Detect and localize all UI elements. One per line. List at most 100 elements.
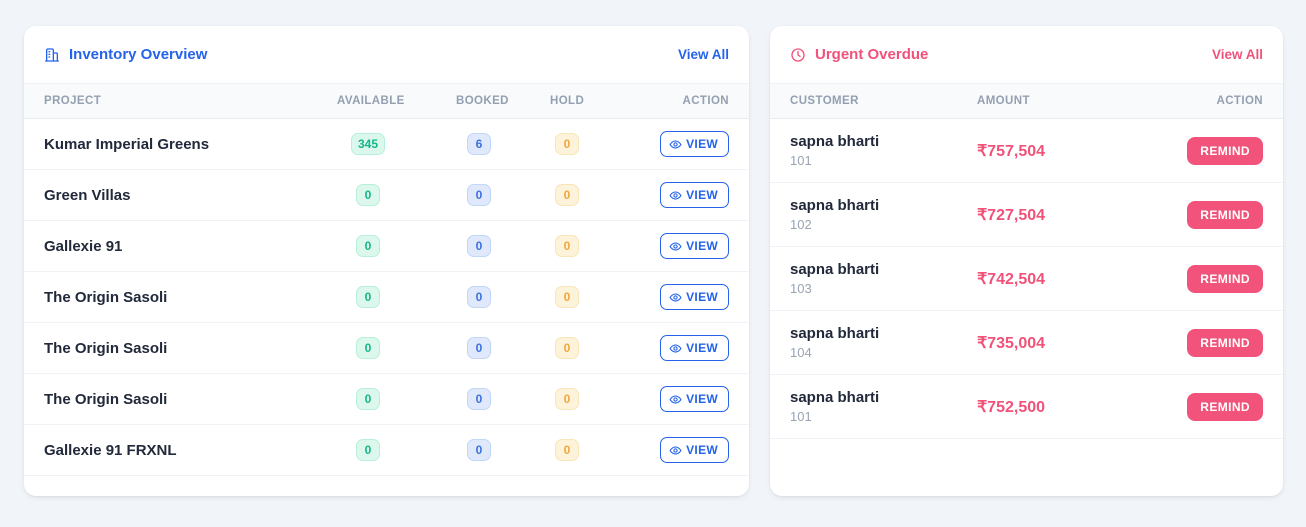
customer-name: sapna bharti <box>790 261 880 278</box>
remind-button[interactable]: REMIND <box>1187 200 1263 229</box>
booked-count-badge: 0 <box>467 184 491 206</box>
column-header-amount: AMOUNT <box>977 95 1030 107</box>
project-name: The Origin Sasoli <box>44 288 168 306</box>
booked-count-badge: 0 <box>467 337 491 359</box>
view-button-label: VIEW <box>686 290 718 304</box>
remind-button[interactable]: REMIND <box>1187 328 1263 357</box>
view-button-label: VIEW <box>686 188 718 202</box>
customer-unit-number: 102 <box>790 217 812 232</box>
customer-name: sapna bharti <box>790 197 880 214</box>
available-count-badge: 0 <box>356 337 380 359</box>
eye-icon <box>669 138 682 151</box>
hold-count-badge: 0 <box>555 439 579 461</box>
project-name: Gallexie 91 FRXNL <box>44 441 177 459</box>
inventory-view-all-link[interactable]: View All <box>677 47 729 62</box>
overdue-amount: ₹742,504 <box>977 270 1046 288</box>
available-count-badge: 0 <box>356 439 380 461</box>
inventory-table-row: Gallexie 91 FRXNL 0 0 0 <box>24 425 749 476</box>
hold-count-badge: 0 <box>555 184 579 206</box>
overdue-card-title: Urgent Overdue <box>790 46 928 63</box>
hold-count-badge: 0 <box>555 133 579 155</box>
eye-icon <box>669 342 682 355</box>
column-header-available: AVAILABLE <box>337 95 405 107</box>
booked-count-badge: 0 <box>467 235 491 257</box>
eye-icon <box>669 240 682 253</box>
view-button-label: VIEW <box>686 239 718 253</box>
remind-button[interactable]: REMIND <box>1187 392 1263 421</box>
urgent-overdue-card: Urgent Overdue View All CUSTOMER AMOUNT … <box>770 26 1283 496</box>
view-button[interactable]: VIEW <box>660 233 729 259</box>
overdue-table-body: sapna bharti 101 ₹757,504 REMIND sapna b… <box>770 119 1283 439</box>
inventory-overview-card: Inventory Overview View All PROJECT AVAI… <box>24 26 749 496</box>
inventory-table-row: The Origin Sasoli 0 0 0 <box>24 374 749 425</box>
eye-icon <box>669 444 682 457</box>
overdue-table-row: sapna bharti 103 ₹742,504 REMIND <box>770 247 1283 311</box>
available-count-badge: 0 <box>356 388 380 410</box>
booked-count-badge: 0 <box>467 388 491 410</box>
column-header-customer: CUSTOMER <box>790 95 859 107</box>
overdue-view-all-link[interactable]: View All <box>1211 47 1263 62</box>
view-button[interactable]: VIEW <box>660 437 729 463</box>
inventory-table-row: Kumar Imperial Greens 345 6 0 <box>24 119 749 170</box>
project-name: Kumar Imperial Greens <box>44 135 210 153</box>
eye-icon <box>669 291 682 304</box>
column-header-action: ACTION <box>1216 95 1263 107</box>
inventory-table-header: PROJECT AVAILABLE BOOKED HOLD ACTION <box>24 83 749 119</box>
eye-icon <box>669 189 682 202</box>
customer-unit-number: 104 <box>790 345 812 360</box>
hold-count-badge: 0 <box>555 337 579 359</box>
overdue-amount: ₹757,504 <box>977 142 1046 160</box>
customer-unit-number: 103 <box>790 281 812 296</box>
hold-count-badge: 0 <box>555 235 579 257</box>
customer-unit-number: 101 <box>790 153 812 168</box>
hold-count-badge: 0 <box>555 286 579 308</box>
inventory-table-row: Gallexie 91 0 0 0 <box>24 221 749 272</box>
overdue-amount: ₹727,504 <box>977 206 1046 224</box>
inventory-table-row: The Origin Sasoli 0 0 0 <box>24 272 749 323</box>
overdue-title-text: Urgent Overdue <box>815 46 929 63</box>
booked-count-badge: 6 <box>467 133 491 155</box>
view-button-label: VIEW <box>686 392 718 406</box>
customer-name: sapna bharti <box>790 389 880 406</box>
dashboard-widgets: Inventory Overview View All PROJECT AVAI… <box>24 26 1283 496</box>
overdue-amount: ₹752,500 <box>977 398 1046 416</box>
customer-name: sapna bharti <box>790 325 880 342</box>
overdue-table-row: sapna bharti 101 ₹752,500 REMIND <box>770 375 1283 439</box>
customer-name: sapna bharti <box>790 133 880 150</box>
overdue-table-row: sapna bharti 101 ₹757,504 REMIND <box>770 119 1283 183</box>
available-count-badge: 0 <box>356 286 380 308</box>
available-count-badge: 345 <box>350 133 386 155</box>
view-button[interactable]: VIEW <box>660 335 729 361</box>
column-header-action: ACTION <box>682 95 729 107</box>
inventory-card-footer <box>24 476 749 496</box>
inventory-card-title: Inventory Overview <box>44 46 207 63</box>
inventory-card-header: Inventory Overview View All <box>24 26 749 83</box>
view-button-label: VIEW <box>686 341 718 355</box>
view-button[interactable]: VIEW <box>660 386 729 412</box>
clock-icon <box>790 47 806 63</box>
inventory-table-row: Green Villas 0 0 0 <box>24 170 749 221</box>
remind-button[interactable]: REMIND <box>1187 136 1263 165</box>
eye-icon <box>669 393 682 406</box>
customer-unit-number: 101 <box>790 409 812 424</box>
column-header-hold: HOLD <box>550 95 585 107</box>
remind-button[interactable]: REMIND <box>1187 264 1263 293</box>
overdue-card-footer <box>770 439 1283 496</box>
view-button-label: VIEW <box>686 443 718 457</box>
inventory-table-body: Kumar Imperial Greens 345 6 0 <box>24 119 749 476</box>
overdue-table-row: sapna bharti 104 ₹735,004 REMIND <box>770 311 1283 375</box>
building-icon <box>44 47 60 63</box>
view-button[interactable]: VIEW <box>660 182 729 208</box>
view-button[interactable]: VIEW <box>660 131 729 157</box>
view-button[interactable]: VIEW <box>660 284 729 310</box>
overdue-amount: ₹735,004 <box>977 334 1046 352</box>
inventory-table-row: The Origin Sasoli 0 0 0 <box>24 323 749 374</box>
project-name: Gallexie 91 <box>44 237 123 255</box>
overdue-card-header: Urgent Overdue View All <box>770 26 1283 83</box>
project-name: The Origin Sasoli <box>44 339 168 357</box>
available-count-badge: 0 <box>356 184 380 206</box>
booked-count-badge: 0 <box>467 286 491 308</box>
project-name: The Origin Sasoli <box>44 390 168 408</box>
column-header-project: PROJECT <box>44 95 102 107</box>
overdue-table-row: sapna bharti 102 ₹727,504 REMIND <box>770 183 1283 247</box>
